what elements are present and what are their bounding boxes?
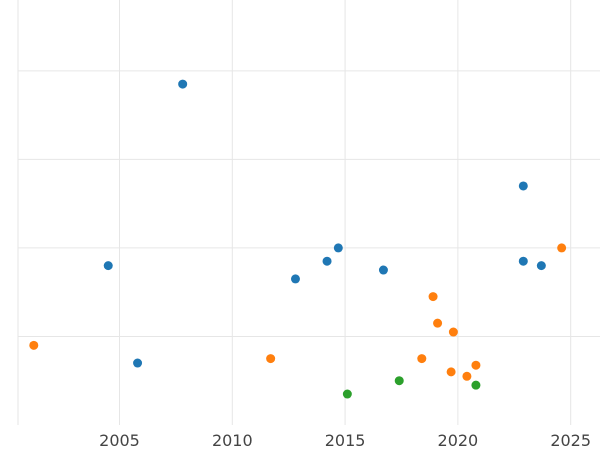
- scatter-point-series-1: [378, 265, 388, 275]
- scatter-point-series-2: [417, 354, 427, 364]
- x-tick-label: 2025: [550, 431, 591, 450]
- x-tick-label: 2010: [212, 431, 253, 450]
- scatter-point-series-1: [133, 358, 143, 368]
- scatter-point-series-2: [29, 340, 39, 350]
- scatter-point-series-1: [333, 243, 343, 253]
- scatter-point-series-1: [103, 261, 113, 271]
- scatter-point-series-1: [518, 256, 528, 266]
- x-tick-label: 2015: [325, 431, 366, 450]
- scatter-point-series-1: [322, 256, 332, 266]
- scatter-point-series-3: [471, 380, 481, 390]
- scatter-point-series-3: [394, 376, 404, 386]
- scatter-point-series-2: [557, 243, 567, 253]
- scatter-point-series-2: [462, 371, 472, 381]
- scatter-point-series-1: [536, 261, 546, 271]
- scatter-point-series-1: [178, 79, 188, 89]
- points-layer: [29, 79, 567, 399]
- scatter-point-series-2: [428, 292, 438, 302]
- x-tick-labels: 2005 2010 2015 2020 2025: [99, 431, 591, 450]
- x-tick-label: 2020: [438, 431, 479, 450]
- scatter-point-series-1: [518, 181, 528, 191]
- scatter-point-series-3: [342, 389, 352, 399]
- scatter-point-series-2: [471, 360, 481, 370]
- x-tick-label: 2005: [99, 431, 140, 450]
- grid-layer: [17, 0, 600, 425]
- scatter-point-series-2: [266, 354, 276, 364]
- scatter-point-series-2: [446, 367, 456, 377]
- scatter-point-series-1: [290, 274, 300, 284]
- scatter-point-series-2: [448, 327, 458, 337]
- scatter-point-series-2: [433, 318, 443, 328]
